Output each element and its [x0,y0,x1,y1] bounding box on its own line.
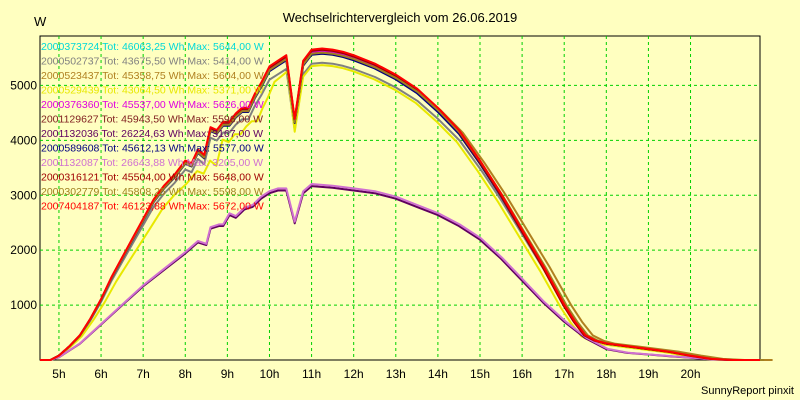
legend-entry: 2007404187 Tot: 46123,88 Wh Max: 5672,00… [41,201,264,213]
legend-entry: 2000373724 Tot: 46063,25 Wh Max: 5644,00… [41,41,264,53]
legend-entry: 2001129627 Tot: 45943,50 Wh Max: 5596,00… [41,114,263,126]
legend-entry: 2000316121 Tot: 45504,00 Wh Max: 5648,00… [41,172,264,184]
x-tick-label: 9h [221,367,234,381]
grid-layer [39,35,761,361]
x-tick-label: 11h [302,367,321,381]
y-tick-label: 1000 [10,298,37,312]
x-tick-label: 5h [52,367,65,381]
x-tick-label: 16h [512,367,532,381]
series-line [40,183,763,361]
x-tick-label: 17h [554,367,574,381]
legend-entry: 2000376360 Tot: 45537,00 Wh Max: 5626,00… [41,99,264,111]
legend-entry: 2000302779 Tot: 45808,25 Wh Max: 5598,00… [41,186,264,198]
chart-title: Wechselrichtervergleich vom 26.06.2019 [283,10,518,25]
y-tick-label: 2000 [10,243,37,257]
x-tick-label: 7h [136,367,149,381]
x-tick-label: 10h [259,367,279,381]
x-tick-label: 14h [428,367,448,381]
x-tick-label: 6h [94,367,107,381]
plot-frame [39,35,761,361]
series-layer [40,47,773,361]
x-tick-label: 19h [638,367,658,381]
legend-entry: 2001132036 Tot: 26224,63 Wh Max: 3167,00… [41,128,263,140]
y-tick-label: 3000 [10,188,37,202]
legend-entry: 2000589608 Tot: 45612,13 Wh Max: 5577,00… [41,143,264,155]
tick-labels: 5h 6h 7h 8h 9h 10h 11h 12h 13h 14h 15h 16h 17h 18h 19h… [10,78,700,381]
x-tick-label: 18h [596,367,616,381]
x-tick-label: 12h [344,367,364,381]
legend-entry: 2001132087 Tot: 26643,88 Wh Max: 3205,00… [41,157,263,169]
x-tick-label: 20h [681,367,701,381]
y-tick-label: 4000 [10,133,37,147]
y-axis-label: W [34,14,47,29]
footer-credit: SunnyReport pinxit [701,385,794,397]
legend-entry: 2000529439 Tot: 43064,50 Wh Max: 5371,00… [41,85,264,97]
x-tick-label: 8h [179,367,192,381]
legend-entry: 2000523437 Tot: 45358,75 Wh Max: 5604,00… [41,70,264,82]
legend: 2000373724 Tot: 46063,25 Wh Max: 5644,00… [41,41,264,213]
legend-entry: 2000502737 Tot: 43675,50 Wh Max: 5414,00… [41,56,264,68]
y-tick-label: 5000 [10,78,37,92]
x-tick-label: 15h [470,367,490,381]
x-tick-label: 13h [386,367,406,381]
series-line [40,47,760,361]
